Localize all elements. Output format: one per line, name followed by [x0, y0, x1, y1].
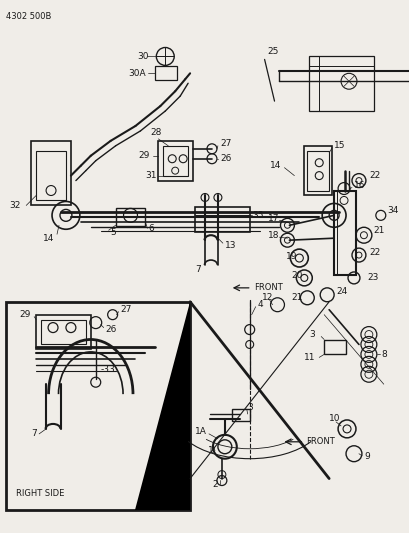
Text: 17: 17 — [267, 214, 279, 223]
Text: 31: 31 — [145, 171, 157, 180]
Text: 35: 35 — [252, 211, 263, 220]
Text: 25: 25 — [267, 47, 278, 56]
Text: FRONT: FRONT — [253, 284, 282, 293]
Text: 20: 20 — [291, 271, 302, 280]
Text: 18: 18 — [267, 231, 279, 240]
Bar — [333, 190, 355, 275]
Bar — [36, 151, 66, 200]
Bar — [308, 56, 373, 111]
Text: 23: 23 — [366, 273, 378, 282]
Text: 29: 29 — [19, 310, 31, 319]
Text: 14: 14 — [43, 233, 54, 243]
Text: 15: 15 — [333, 141, 345, 150]
Text: 2: 2 — [211, 480, 217, 489]
Text: 34: 34 — [387, 206, 398, 215]
Text: RIGHT SIDE: RIGHT SIDE — [16, 489, 65, 498]
Text: 24: 24 — [335, 287, 346, 296]
Text: FRONT: FRONT — [306, 437, 334, 446]
Text: 3: 3 — [247, 402, 253, 411]
Bar — [115, 208, 145, 227]
Bar — [163, 146, 188, 175]
Text: 29: 29 — [138, 151, 149, 160]
Text: 6: 6 — [148, 224, 154, 233]
Text: 32: 32 — [9, 201, 21, 210]
Text: 19: 19 — [286, 252, 297, 261]
Text: 3: 3 — [308, 330, 314, 339]
Text: 21: 21 — [373, 226, 384, 235]
Bar — [324, 340, 345, 354]
Bar — [155, 67, 177, 80]
Text: -33: -33 — [101, 365, 115, 374]
Bar — [303, 146, 331, 196]
Text: 30: 30 — [137, 52, 148, 61]
Text: 21: 21 — [291, 293, 302, 302]
Text: 7: 7 — [195, 265, 200, 274]
Text: 16: 16 — [353, 181, 364, 190]
Bar — [307, 151, 328, 190]
Text: 9: 9 — [363, 452, 369, 461]
Text: 7: 7 — [31, 430, 37, 438]
Text: 22: 22 — [368, 248, 379, 256]
Text: 12: 12 — [261, 293, 272, 302]
Text: 26: 26 — [219, 154, 231, 163]
Bar — [7, 302, 190, 510]
Text: 5: 5 — [110, 228, 116, 237]
Bar — [31, 141, 71, 205]
Bar — [231, 409, 249, 421]
Bar — [158, 141, 193, 181]
Text: 4: 4 — [257, 300, 263, 309]
Text: 27: 27 — [219, 139, 231, 148]
Text: 4302 500B: 4302 500B — [7, 12, 52, 21]
Text: 27: 27 — [120, 305, 132, 314]
Bar — [195, 207, 249, 232]
Text: 10: 10 — [328, 415, 340, 423]
Bar — [36, 314, 90, 350]
Text: 1A: 1A — [195, 427, 207, 437]
Text: 28: 28 — [150, 128, 162, 138]
Text: 1: 1 — [207, 446, 213, 455]
Text: 13: 13 — [224, 240, 236, 249]
Text: 30A: 30A — [128, 69, 146, 78]
Text: 8: 8 — [381, 350, 387, 359]
Polygon shape — [135, 302, 190, 510]
Bar — [41, 320, 85, 344]
Text: 22: 22 — [368, 171, 379, 180]
Text: 26: 26 — [106, 325, 117, 334]
Text: 11: 11 — [303, 353, 315, 362]
Text: 14: 14 — [269, 161, 280, 170]
